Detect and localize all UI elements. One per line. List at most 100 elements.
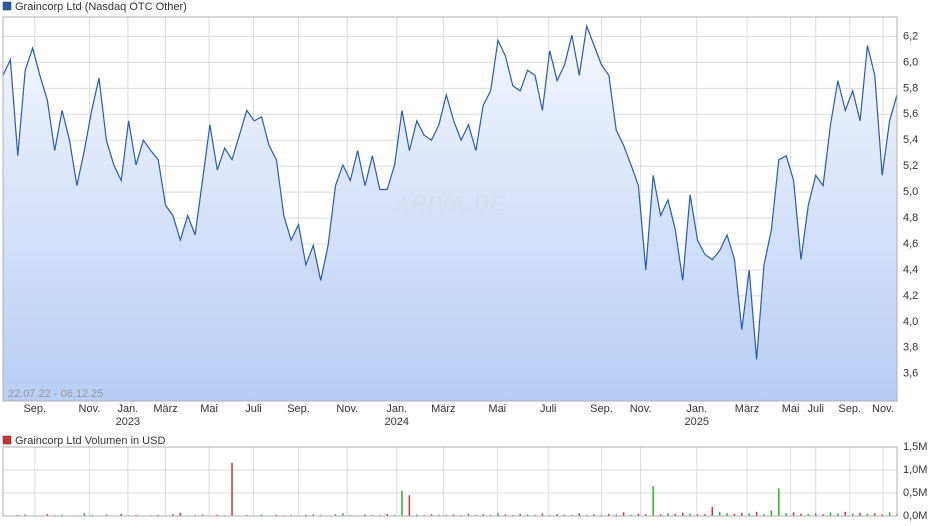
x-tick-label: Mai — [200, 403, 218, 415]
volume-bar — [652, 486, 654, 516]
y-tick-label: 0,5M — [903, 487, 927, 499]
y-tick-label: 5,6 — [903, 108, 918, 120]
y-tick-label: 5,2 — [903, 160, 918, 172]
watermark: ARIVA.DE — [393, 191, 506, 216]
volume-bar — [482, 514, 484, 516]
volume-bar — [778, 488, 780, 516]
volume-bar — [888, 512, 891, 516]
volume-bar — [556, 514, 558, 516]
x-tick-label: Juli — [807, 403, 824, 415]
y-tick-label: 5,8 — [903, 82, 918, 94]
volume-bar — [689, 513, 691, 516]
volume-bar — [859, 512, 861, 516]
volume-bar — [755, 511, 758, 516]
volume-bar — [541, 513, 544, 516]
volume-bar — [416, 514, 418, 516]
y-tick-label: 4,8 — [903, 212, 918, 224]
x-tick-year: 2025 — [685, 416, 709, 428]
volume-bar — [246, 514, 248, 516]
volume-bar — [497, 513, 499, 516]
volume-bar — [718, 512, 721, 516]
volume-bar — [83, 513, 86, 516]
volume-bar — [741, 512, 743, 516]
volume-bar — [696, 514, 699, 516]
volume-bar — [563, 514, 566, 516]
volume-bar — [105, 514, 108, 516]
x-tick-label: Jan. — [386, 403, 407, 415]
volume-bar — [534, 514, 536, 516]
plot-frame — [2, 446, 898, 517]
volume-bar — [800, 513, 802, 516]
volume-bar — [615, 514, 617, 516]
volume-bar — [608, 513, 610, 516]
volume-bar — [61, 514, 63, 516]
volume-bar — [172, 514, 174, 516]
volume-bar — [179, 512, 182, 516]
legend-label: Graincorp Ltd (Nasdaq OTC Other) — [15, 1, 187, 13]
x-tick-label: Jan. — [686, 403, 707, 415]
volume-bar — [445, 514, 448, 516]
volume-bar — [733, 513, 736, 516]
volume-bar — [807, 513, 810, 516]
x-tick-label: März — [735, 403, 759, 415]
x-tick-year: 2023 — [116, 416, 140, 428]
x-tick-label: Nov. — [630, 403, 652, 415]
volume-bar — [748, 513, 750, 516]
volume-bar — [393, 514, 396, 516]
x-tick-label: Sep. — [23, 403, 46, 415]
volume-bar — [504, 514, 507, 516]
volume-bar — [822, 514, 824, 516]
volume-bar — [571, 514, 573, 516]
y-tick-label: 4,2 — [903, 290, 918, 302]
price-line — [2, 23, 898, 360]
volume-bar — [881, 514, 883, 516]
x-tick-year: 2024 — [385, 416, 409, 428]
volume-bar — [681, 512, 684, 516]
y-tick-label: 4,4 — [903, 264, 918, 276]
volume-bar — [46, 514, 49, 516]
volume-bar — [120, 513, 122, 516]
volume-bar — [430, 514, 433, 516]
x-tick-label: Sep. — [590, 403, 613, 415]
volume-bar — [475, 514, 477, 516]
plot-frame — [2, 16, 898, 402]
legend-swatch — [2, 1, 12, 11]
volume-bar — [667, 513, 669, 516]
volume-bar — [275, 514, 278, 516]
volume-bar — [659, 514, 662, 516]
x-tick-label: Juli — [245, 403, 262, 415]
y-tick-label: 1,5M — [903, 441, 927, 453]
x-tick-label: Sep. — [838, 403, 861, 415]
volume-bar — [135, 514, 137, 516]
x-tick-label: Juli — [540, 403, 557, 415]
volume-bar — [526, 514, 529, 516]
volume-bar — [438, 514, 440, 516]
volume-bar — [312, 514, 315, 516]
volume-bar — [785, 513, 787, 516]
volume-bar — [157, 514, 159, 516]
volume-bar — [726, 513, 728, 516]
volume-bar — [770, 510, 773, 516]
x-tick-label: Nov. — [336, 403, 358, 415]
legend-label: Graincorp Ltd Volumen in USD — [15, 435, 165, 447]
volume-bar — [364, 514, 366, 516]
volume-bar — [371, 514, 374, 516]
y-tick-label: 6,2 — [903, 30, 918, 42]
x-tick-label: Mai — [782, 403, 800, 415]
volume-bar — [260, 514, 263, 516]
y-tick-label: 4,6 — [903, 238, 918, 250]
x-tick-label: Jan. — [117, 403, 138, 415]
x-tick-label: Nov. — [79, 403, 101, 415]
volume-bar — [585, 514, 588, 516]
y-tick-label: 5,4 — [903, 134, 918, 146]
volume-bar — [342, 513, 344, 516]
volume-bar — [231, 463, 233, 516]
volume-bar — [711, 506, 714, 516]
volume-bar — [637, 513, 640, 516]
volume-bar — [467, 513, 470, 516]
x-tick-label: Nov. — [872, 403, 894, 415]
volume-bar — [519, 513, 521, 516]
volume-bar — [489, 514, 492, 516]
period-label: 22.07.22 - 06.12.25 — [8, 388, 103, 400]
